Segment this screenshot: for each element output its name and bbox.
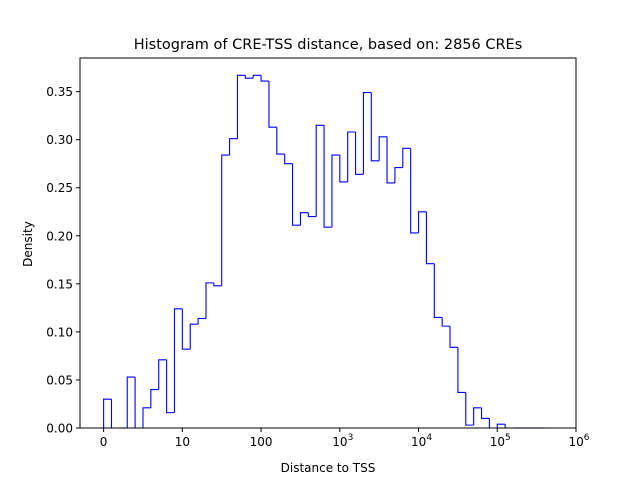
histogram-bin bbox=[166, 359, 175, 414]
y-tick-label: 0.15 bbox=[46, 277, 73, 291]
x-tick-label: 10 bbox=[175, 435, 190, 449]
histogram-bin bbox=[299, 212, 309, 226]
histogram-bin bbox=[480, 407, 490, 419]
x-tick-label: 100 bbox=[250, 435, 273, 449]
histogram-bin bbox=[150, 389, 159, 408]
histogram-bin bbox=[197, 317, 206, 325]
x-tick-label: 105 bbox=[490, 433, 511, 449]
histogram-bin bbox=[331, 154, 340, 228]
y-tick-label: 0.30 bbox=[46, 133, 73, 147]
histogram-bin bbox=[221, 154, 230, 286]
x-axis-label: Distance to TSS bbox=[281, 461, 376, 475]
plot-area: 0.00 0.05 0.10 0.15 0.20 0.25 0.30 0.35 0 10 100 10… bbox=[46, 74, 590, 449]
histogram-bin bbox=[181, 308, 191, 350]
y-tick-label: 0.05 bbox=[46, 373, 73, 387]
histogram-bin bbox=[473, 407, 482, 426]
histogram-bin bbox=[410, 148, 419, 234]
histogram-bin bbox=[126, 376, 136, 428]
histogram-bin bbox=[142, 407, 151, 428]
x-tick-label: 103 bbox=[332, 433, 353, 449]
histogram-bin bbox=[370, 92, 380, 162]
chart-title: Histogram of CRE-TSS distance, based on:… bbox=[134, 37, 523, 53]
y-tick-label: 0.35 bbox=[46, 85, 73, 99]
histogram-bin bbox=[378, 136, 388, 161]
x-tick-label: 106 bbox=[568, 433, 589, 449]
histogram-bin bbox=[402, 147, 411, 168]
y-tick-label: 0.10 bbox=[46, 325, 73, 339]
histogram-bin bbox=[449, 326, 458, 348]
histogram-bin bbox=[496, 423, 506, 428]
histogram-bin bbox=[103, 398, 112, 428]
histogram-bin bbox=[339, 155, 348, 183]
y-tick-label: 0.00 bbox=[46, 422, 73, 436]
histogram-bin bbox=[355, 132, 364, 175]
histogram-bin bbox=[394, 167, 403, 183]
histogram-bin bbox=[323, 125, 332, 228]
histogram-bin bbox=[276, 127, 285, 155]
histogram-bin bbox=[158, 359, 167, 390]
histogram-bin bbox=[425, 211, 435, 265]
histogram-bin bbox=[244, 75, 254, 79]
y-axis-label: Density bbox=[21, 221, 35, 267]
histogram-bin bbox=[252, 74, 262, 79]
histogram-bin bbox=[315, 124, 325, 217]
histogram-bin bbox=[386, 136, 395, 184]
histogram-bin bbox=[189, 323, 199, 350]
x-tick-label: 104 bbox=[411, 433, 432, 449]
histogram-bin bbox=[292, 163, 301, 226]
histogram-bin bbox=[441, 317, 451, 327]
histogram-bin bbox=[347, 131, 356, 182]
histogram-bin bbox=[457, 347, 466, 393]
histogram-bin bbox=[433, 263, 443, 319]
histogram-bin bbox=[236, 74, 246, 139]
histogram-bin bbox=[213, 282, 222, 287]
axes-frame bbox=[79, 57, 577, 429]
histogram-bin bbox=[268, 81, 277, 128]
histogram-bin bbox=[284, 154, 293, 165]
histogram-bin bbox=[229, 138, 238, 156]
y-tick-label: 0.20 bbox=[46, 229, 73, 243]
histogram-bin bbox=[362, 92, 372, 175]
histogram-bin bbox=[465, 392, 474, 426]
histogram-bin bbox=[205, 282, 214, 319]
histogram-bin bbox=[173, 308, 183, 413]
y-tick-label: 0.25 bbox=[46, 181, 73, 195]
histogram-bin bbox=[307, 212, 317, 218]
histogram-bin bbox=[260, 75, 269, 82]
histogram-bin bbox=[417, 211, 427, 233]
x-tick-label: 0 bbox=[100, 435, 108, 449]
